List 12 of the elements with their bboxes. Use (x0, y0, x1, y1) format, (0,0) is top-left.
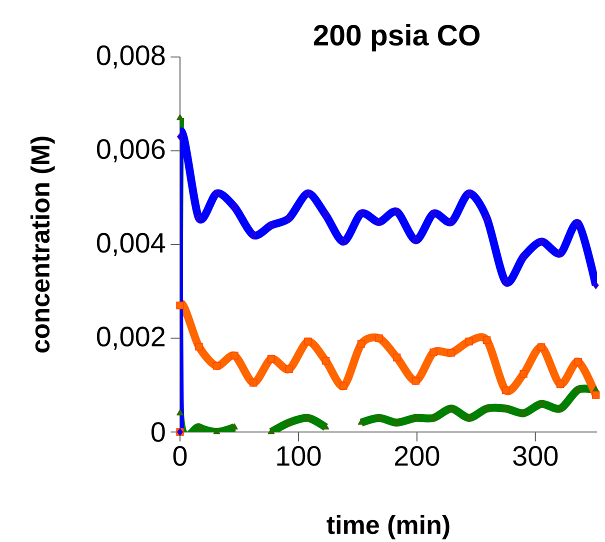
chart-title: 200 psia CO (314, 24, 480, 52)
y-tick-label: 0,008 (96, 45, 165, 69)
y-tick-label: 0,002 (96, 326, 165, 350)
x-tick-label: 0 (173, 446, 187, 466)
y-axis-title: concentration (M) (30, 136, 55, 353)
y-tick-label: 0,004 (96, 232, 166, 256)
x-axis-title: time (min) (326, 515, 450, 540)
y-tick-label: 0 (151, 422, 165, 442)
x-tick-label: 300 (513, 446, 558, 466)
x-tick-label: 100 (277, 446, 321, 466)
y-tick-label: 0,006 (96, 139, 165, 162)
x-tick-label: 200 (394, 446, 440, 466)
